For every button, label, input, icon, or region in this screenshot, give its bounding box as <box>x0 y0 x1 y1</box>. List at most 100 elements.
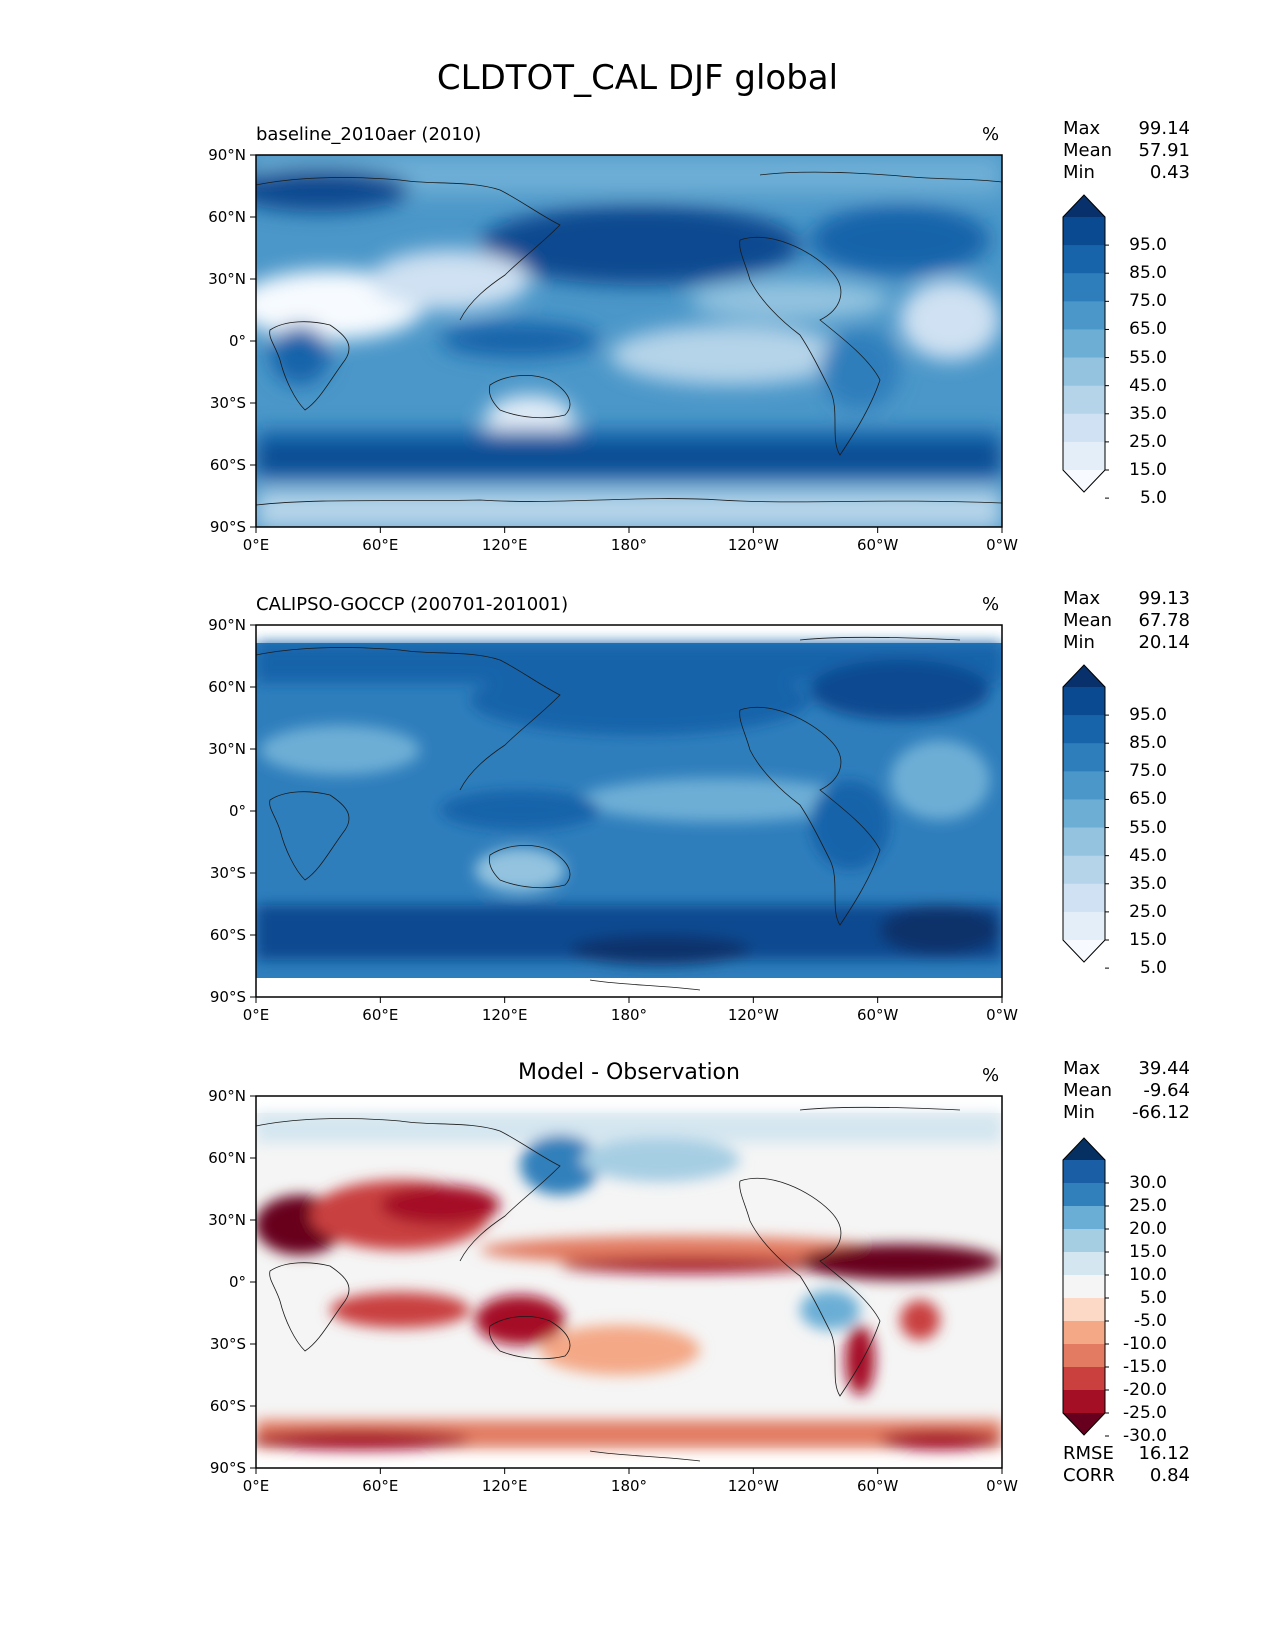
y-tick-label: 90°S <box>209 988 246 1006</box>
colorbar-label: 35.0 <box>1129 403 1167 424</box>
y-tick-label: 30°N <box>208 740 246 758</box>
colorbar-label: 75.0 <box>1129 291 1167 312</box>
x-tick-label: 0°E <box>242 1006 270 1024</box>
panel-3-min-label: Min <box>1063 1102 1095 1123</box>
colorbar-segment <box>1063 855 1105 885</box>
panel-2-min-value: 20.14 <box>1138 632 1190 653</box>
y-tick-label: 30°S <box>209 394 246 412</box>
x-tick-label: 120°W <box>727 536 779 554</box>
y-tick-label: 60°S <box>209 1397 246 1415</box>
colorbar-extend-min <box>1063 1413 1105 1435</box>
colorbar-extend-max <box>1063 1138 1105 1160</box>
colorbar-segment <box>1063 771 1105 800</box>
y-tick-label: 30°S <box>209 864 246 882</box>
x-tick-label: 120°W <box>727 1006 779 1024</box>
x-tick-label: 60°E <box>362 536 399 554</box>
colorbar-label: -20.0 <box>1123 1380 1167 1400</box>
colorbar-segment <box>1063 827 1105 857</box>
y-tick-label: 60°S <box>209 456 246 474</box>
colorbar-segment <box>1063 1206 1105 1230</box>
colorbar-segment <box>1063 357 1105 387</box>
y-tick-label: 30°N <box>208 1211 246 1229</box>
panel-3-units: % <box>982 1065 1000 1086</box>
panel-3-mean-value: -9.64 <box>1143 1080 1190 1101</box>
x-tick-label: 0°W <box>986 1006 1018 1024</box>
colorbar-segment <box>1063 1229 1105 1253</box>
figure-title: CLDTOT_CAL DJF global <box>436 58 839 98</box>
y-tick-label: 90°S <box>209 1459 246 1477</box>
colorbar-segment <box>1063 743 1105 772</box>
colorbar-label: 5.0 <box>1139 958 1167 979</box>
colorbar-segment <box>1063 1298 1105 1322</box>
colorbar-label: -5.0 <box>1133 1311 1167 1331</box>
colorbar-segment <box>1063 1252 1105 1276</box>
panel-3-map <box>255 1095 1003 1469</box>
colorbar-label: 5.0 <box>1139 1288 1167 1308</box>
colorbar-segment <box>1063 1321 1105 1345</box>
y-tick-label: 60°N <box>208 678 246 696</box>
x-tick-label: 0°W <box>986 536 1018 554</box>
colorbar-segment <box>1063 911 1105 941</box>
panel-1-title: baseline_2010aer (2010) <box>256 124 482 145</box>
y-tick-label: 30°N <box>208 270 246 288</box>
colorbar-label: 20.0 <box>1129 1219 1167 1239</box>
colorbar-label: 45.0 <box>1129 375 1167 396</box>
colorbar-extend-max <box>1063 665 1105 687</box>
colorbar-segment <box>1063 413 1105 443</box>
y-tick-label: 90°N <box>208 616 246 634</box>
x-tick-label: 180° <box>610 536 648 554</box>
colorbar-segment <box>1063 883 1105 913</box>
colorbar-label: 25.0 <box>1129 431 1167 452</box>
x-tick-label: 180° <box>610 1477 648 1495</box>
colorbar-label: 25.0 <box>1129 1196 1167 1216</box>
panel-2-mean-value: 67.78 <box>1138 610 1190 631</box>
x-tick-label: 60°W <box>856 1006 899 1024</box>
y-tick-label: 30°S <box>209 1335 246 1353</box>
panel-2-max-label: Max <box>1063 588 1101 609</box>
colorbar-label: -30.0 <box>1123 1426 1167 1446</box>
colorbar-label: 55.0 <box>1129 347 1167 368</box>
y-tick-label: 60°N <box>208 208 246 226</box>
colorbar-segment <box>1063 1275 1105 1299</box>
colorbar-segment <box>1063 273 1105 302</box>
colorbar-label: 25.0 <box>1129 901 1167 922</box>
colorbar-label: 85.0 <box>1129 733 1167 754</box>
colorbar-label: 15.0 <box>1129 460 1167 480</box>
colorbar-segment <box>1063 1183 1105 1207</box>
colorbar-label: 10.0 <box>1129 1265 1167 1285</box>
panel-2-min-label: Min <box>1063 632 1095 653</box>
panel-3-mean-label: Mean <box>1063 1080 1113 1101</box>
colorbar-segment <box>1063 329 1105 359</box>
x-tick-label: 180° <box>610 1006 648 1024</box>
panel-2-map <box>255 624 1003 998</box>
colorbar-extend-min <box>1063 940 1105 962</box>
panel-3-max-value: 39.44 <box>1138 1058 1190 1079</box>
colorbar-label: 30.0 <box>1129 1173 1167 1193</box>
panel-1-max-label: Max <box>1063 118 1101 139</box>
colorbar-extend-max <box>1063 195 1105 217</box>
colorbar-segment <box>1063 441 1105 471</box>
colorbar-label: 95.0 <box>1129 705 1167 726</box>
panel-1-mean-label: Mean <box>1063 140 1113 161</box>
panel-1-colorbar <box>1062 194 1109 499</box>
colorbar-segment <box>1063 217 1105 246</box>
panel-3-max-label: Max <box>1063 1058 1101 1079</box>
colorbar-label: 15.0 <box>1129 930 1167 950</box>
colorbar-label: 95.0 <box>1129 235 1167 256</box>
y-tick-label: 90°N <box>208 146 246 164</box>
y-tick-label: 60°N <box>208 1149 246 1167</box>
panel-3-rmse-label: RMSE <box>1063 1443 1114 1464</box>
x-tick-label: 120°W <box>727 1477 779 1495</box>
panel-1-map <box>255 154 1003 528</box>
panel-3-rmse-value: 16.12 <box>1138 1443 1190 1464</box>
panel-2-colorbar <box>1062 664 1109 969</box>
colorbar-segment <box>1063 799 1105 829</box>
panel-2-max-value: 99.13 <box>1138 588 1190 609</box>
colorbar-label: -15.0 <box>1123 1357 1167 1377</box>
panel-3-min-value: -66.12 <box>1131 1102 1190 1123</box>
colorbar-segment <box>1063 1344 1105 1368</box>
colorbar-segment <box>1063 1390 1105 1414</box>
panel-1-min-value: 0.43 <box>1149 162 1190 183</box>
colorbar-label: 55.0 <box>1129 817 1167 838</box>
colorbar-segment <box>1063 385 1105 415</box>
